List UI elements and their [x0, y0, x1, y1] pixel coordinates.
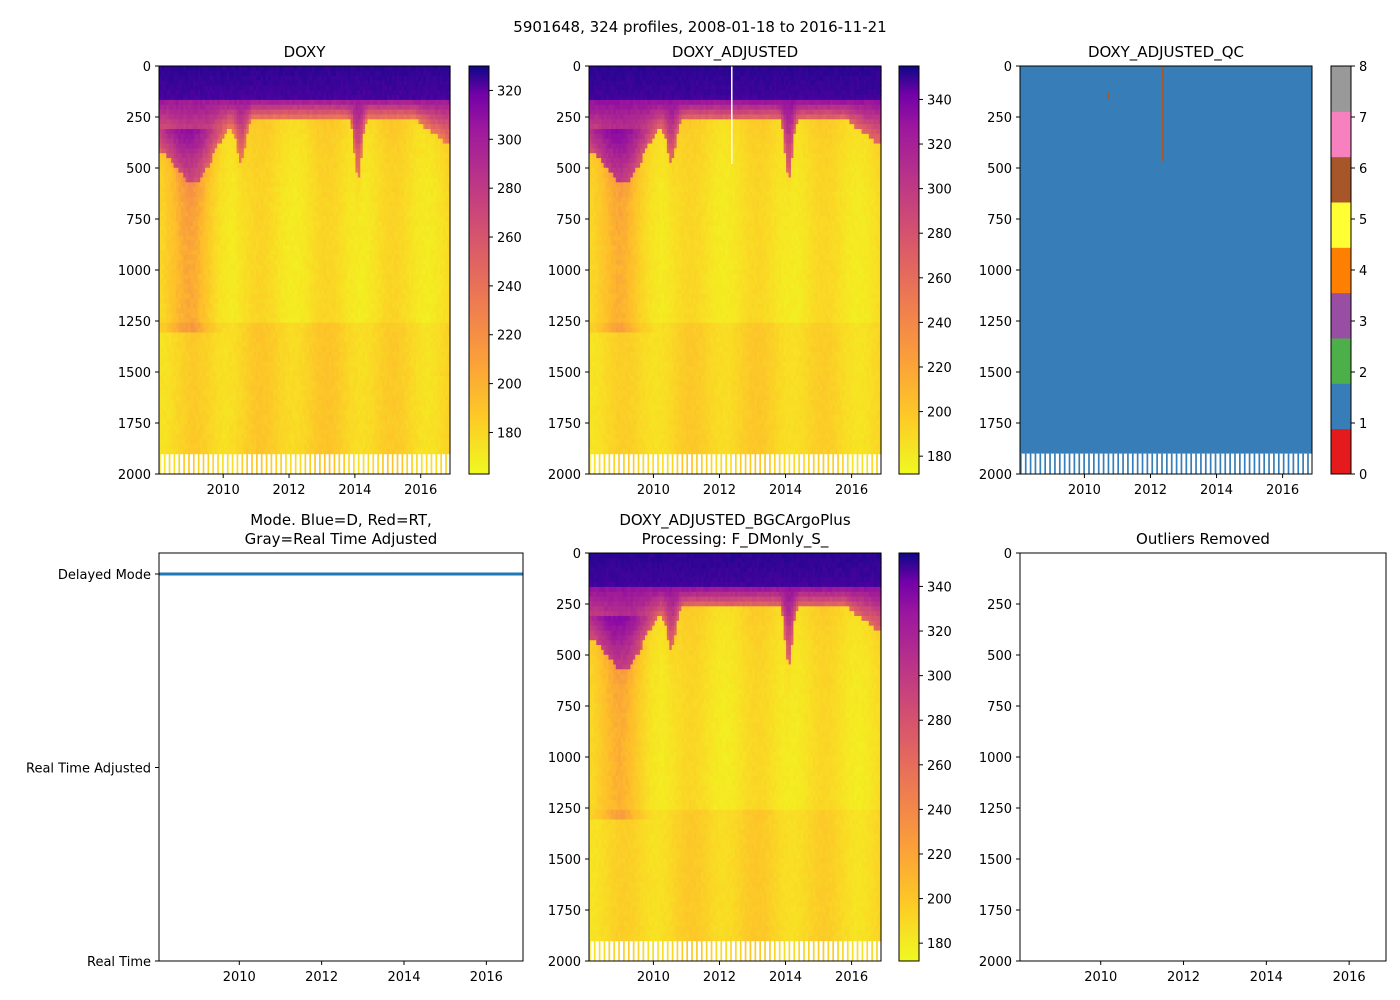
doxy-cell [164, 454, 166, 474]
doxy-cell [178, 454, 180, 474]
figure: 5901648, 324 profiles, 2008-01-18 to 201… [0, 0, 1400, 1000]
doxy-cell [174, 454, 176, 474]
doxy-cell [183, 454, 185, 474]
doxy-cell [198, 454, 200, 474]
figure-title: 5901648, 324 profiles, 2008-01-18 to 201… [513, 18, 886, 36]
doxy-cell [188, 454, 190, 474]
doxy-heatmap [159, 66, 451, 474]
doxy-cell [203, 454, 205, 474]
doxy-cell [169, 454, 171, 474]
doxy-cell [193, 454, 195, 474]
